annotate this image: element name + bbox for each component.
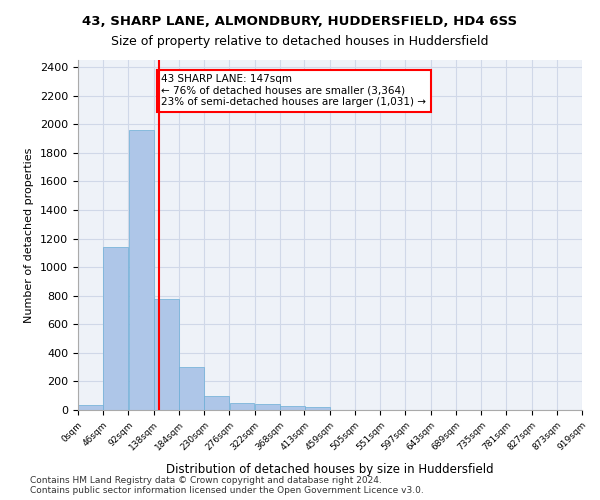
Text: Contains HM Land Registry data © Crown copyright and database right 2024.
Contai: Contains HM Land Registry data © Crown c…	[30, 476, 424, 495]
Text: Size of property relative to detached houses in Huddersfield: Size of property relative to detached ho…	[111, 35, 489, 48]
Y-axis label: Number of detached properties: Number of detached properties	[25, 148, 34, 322]
Bar	[154, 298, 179, 410]
Bar	[280, 406, 305, 410]
Bar	[179, 367, 204, 410]
X-axis label: Distribution of detached houses by size in Huddersfield: Distribution of detached houses by size …	[166, 463, 494, 476]
Bar	[230, 403, 254, 410]
Bar	[78, 405, 103, 410]
Bar	[255, 404, 280, 410]
Text: 43 SHARP LANE: 147sqm
← 76% of detached houses are smaller (3,364)
23% of semi-d: 43 SHARP LANE: 147sqm ← 76% of detached …	[161, 74, 427, 108]
Bar	[103, 247, 128, 410]
Bar	[128, 130, 154, 410]
Bar	[305, 407, 329, 410]
Bar	[204, 396, 229, 410]
Text: 43, SHARP LANE, ALMONDBURY, HUDDERSFIELD, HD4 6SS: 43, SHARP LANE, ALMONDBURY, HUDDERSFIELD…	[82, 15, 518, 28]
